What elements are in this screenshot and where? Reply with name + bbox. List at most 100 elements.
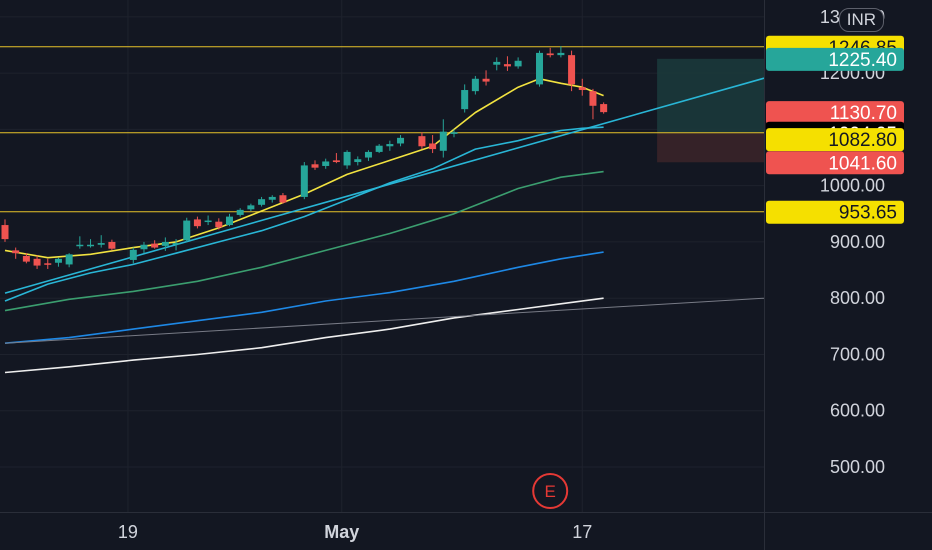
candle-body: [204, 220, 212, 223]
price-label-text: 953.65: [839, 203, 897, 224]
y-tick-label: 1000.00: [820, 176, 885, 196]
candle: [279, 192, 287, 204]
candle-body: [364, 151, 372, 158]
candle-body: [332, 160, 340, 163]
candle: [418, 132, 426, 150]
price-label-box: [766, 200, 904, 224]
candle: [332, 153, 340, 164]
candle-body: [22, 256, 30, 262]
candle: [225, 213, 233, 227]
candle-body: [108, 241, 116, 249]
price-label-text: 1225.40: [828, 50, 897, 71]
price-label-box: [766, 47, 904, 71]
candle: [578, 78, 586, 96]
candle: [54, 257, 62, 267]
candle: [386, 140, 394, 151]
candle: [311, 160, 319, 170]
candle: [322, 158, 330, 169]
candle: [76, 236, 84, 249]
candle: [397, 135, 405, 147]
candle-body: [225, 216, 233, 226]
candle-body: [33, 258, 41, 266]
candle-body: [514, 60, 522, 67]
candle-body: [247, 205, 255, 210]
candle: [375, 144, 383, 154]
candle: [503, 56, 511, 71]
candle-body: [87, 244, 95, 247]
candle: [33, 255, 41, 269]
candle: [108, 239, 116, 251]
candle: [300, 162, 308, 200]
price-label: 1041.60: [766, 151, 904, 175]
candle: [343, 150, 351, 169]
candle-body: [322, 161, 330, 166]
y-tick-label: 900.00: [830, 232, 885, 252]
series-line-ema50: [4, 126, 604, 302]
y-tick-label: 800.00: [830, 288, 885, 308]
candle-body: [439, 131, 447, 151]
candle-body: [429, 143, 437, 150]
candle-body: [54, 258, 62, 263]
price-label: 1130.70: [766, 101, 904, 125]
x-tick-label: 17: [572, 522, 592, 542]
candle-body: [183, 220, 191, 241]
candle-body: [97, 243, 105, 245]
candle: [161, 237, 169, 251]
candle-body: [546, 53, 554, 56]
series-line-ema20: [4, 78, 604, 259]
candle: [568, 50, 576, 92]
candle: [22, 253, 30, 264]
candle-body: [279, 195, 287, 203]
candle-body: [589, 91, 597, 106]
candle-body: [268, 196, 276, 200]
candle-body: [397, 137, 405, 144]
candle-body: [354, 159, 362, 163]
candle-body: [76, 244, 84, 247]
candle: [1, 219, 9, 242]
stop-zone: [657, 132, 764, 163]
target-zone: [657, 58, 764, 133]
x-tick-label: 19: [118, 522, 138, 542]
candle: [87, 239, 95, 248]
candle: [557, 46, 565, 58]
candle-body: [12, 250, 20, 254]
candle-body: [215, 221, 223, 228]
candle: [546, 47, 554, 58]
candle-body: [557, 52, 565, 56]
candle-body: [343, 151, 351, 166]
candle-body: [140, 244, 148, 250]
candle: [589, 88, 597, 120]
price-label-text: 1041.60: [828, 153, 897, 174]
candle-body: [258, 199, 266, 205]
candle-body: [471, 78, 479, 92]
x-tick-label: May: [324, 522, 359, 542]
y-tick-label: 700.00: [830, 344, 885, 364]
candle-body: [129, 249, 137, 260]
earnings-marker: [532, 473, 569, 509]
candle: [450, 129, 458, 138]
candle: [247, 203, 255, 211]
candle: [536, 50, 544, 87]
candle: [354, 156, 362, 166]
candle-body: [386, 144, 394, 147]
candle-body: [375, 145, 383, 152]
candle: [493, 57, 501, 71]
candle-body: [236, 209, 244, 215]
candle-body: [493, 61, 501, 65]
price-label-box: [766, 128, 904, 152]
candle: [44, 258, 52, 269]
candle: [65, 253, 73, 268]
candle: [514, 57, 522, 69]
price-label: 1082.80: [766, 128, 904, 152]
candle-body: [600, 104, 608, 113]
price-label-box: [766, 101, 904, 125]
candle-body: [151, 243, 159, 248]
series-line-ema100: [4, 170, 604, 312]
candle: [268, 195, 276, 203]
candle: [471, 75, 479, 95]
candle: [129, 247, 137, 264]
currency-badge[interactable]: INR: [838, 8, 884, 32]
